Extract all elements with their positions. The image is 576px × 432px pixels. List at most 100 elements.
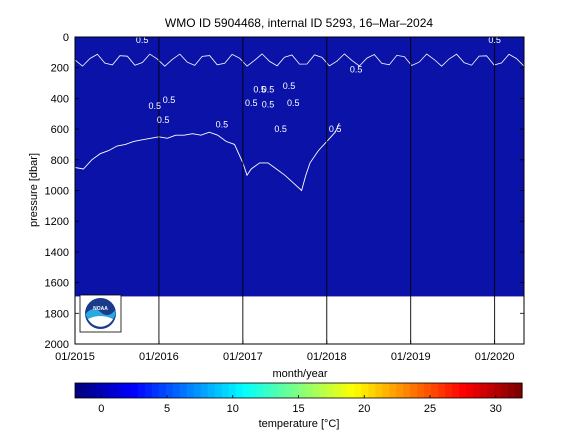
colorbar-label: temperature [°C] — [259, 418, 340, 430]
contour-label: 0.5 — [148, 101, 161, 111]
colorbar-cell — [256, 383, 265, 398]
colorbar-cell — [277, 383, 286, 398]
colorbar-cell — [326, 383, 335, 398]
contour-labels: 0.50.50.50.50.50.50.50.50.50.50.5 0.50.5 0… — [136, 35, 501, 134]
colorbar-cell — [319, 383, 328, 398]
colorbar-cell — [102, 383, 111, 398]
colorbar-cell — [116, 383, 125, 398]
colorbar-tick-label: 10 — [227, 403, 239, 415]
x-axis: 01/2015 01/2016 01/2017 01/2018 01/2019 01/20… — [55, 340, 515, 363]
y-axis: 0 200 400 600 800 1000 1200 1400 1600 1800 2000 — [45, 32, 524, 351]
colorbar-cell — [515, 383, 523, 398]
contour-label: 0.5 — [274, 124, 287, 134]
colorbar-cell — [305, 383, 314, 398]
y-tick-label: 400 — [51, 93, 69, 105]
x-tick-label: 01/2017 — [223, 351, 263, 363]
contour-label: 0.5 — [157, 115, 170, 125]
colorbar-cell — [130, 383, 139, 398]
y-tick-label: 200 — [51, 63, 69, 75]
colorbar-cell — [88, 383, 97, 398]
colorbar-cell — [151, 383, 160, 398]
contour-label: 0.5 — [245, 98, 258, 108]
colorbar-tick-label: 25 — [424, 403, 436, 415]
y-axis-label: pressure [dbar] — [28, 153, 40, 227]
colorbar-gradient — [75, 383, 523, 398]
contour-label: 0.5 — [488, 35, 501, 45]
colorbar-cell — [480, 383, 488, 398]
colorbar-cell — [249, 383, 258, 398]
colorbar-cell — [172, 383, 181, 398]
year-lines — [158, 37, 496, 344]
contour-0.5-upper — [75, 53, 524, 67]
y-tick-label: 800 — [51, 155, 69, 167]
colorbar-cell — [354, 383, 362, 398]
contour-label: 0.5 — [329, 124, 342, 134]
colorbar-tick-label: 0 — [98, 403, 104, 415]
y-tick-label: 0 — [63, 32, 69, 44]
y-tick-label: 600 — [51, 124, 69, 136]
y-tick-label: 1800 — [45, 308, 69, 320]
colorbar-tick-label: 20 — [358, 403, 370, 415]
colorbar-cell — [445, 383, 453, 398]
colorbar-cell — [466, 383, 474, 398]
colorbar-cell — [228, 383, 237, 398]
colorbar-ticks: 0 5 10 15 20 25 30 — [98, 395, 502, 415]
colorbar-cell — [137, 383, 146, 398]
colorbar-cell — [382, 383, 390, 398]
colorbar-cell — [508, 383, 516, 398]
contour-label: 0.5 — [136, 35, 149, 45]
contour-label: 0.5 — [287, 98, 300, 108]
colorbar-cell — [207, 383, 216, 398]
colorbar-cell — [144, 383, 153, 398]
colorbar-cell — [263, 383, 272, 398]
y-tick-label: 1200 — [45, 216, 69, 228]
colorbar-cell — [298, 383, 307, 398]
svg-text:NOAA: NOAA — [93, 306, 108, 312]
colorbar-cell — [221, 383, 230, 398]
colorbar-cell — [410, 383, 418, 398]
colorbar-cell — [214, 383, 223, 398]
colorbar-cell — [179, 383, 188, 398]
x-tick-label: 01/2016 — [139, 351, 179, 363]
y-tick-label: 1400 — [45, 247, 69, 259]
contour-label: 0.5 — [283, 81, 296, 91]
colorbar-cell — [95, 383, 104, 398]
contour-label: 0.5 — [253, 84, 266, 94]
colorbar-cell — [75, 383, 83, 398]
y-tick-label: 2000 — [45, 339, 69, 351]
colorbar-cell — [81, 383, 90, 398]
x-tick-label: 01/2020 — [475, 351, 515, 363]
colorbar-cell — [186, 383, 195, 398]
contour-label: 0.5 — [262, 84, 275, 94]
contour-label: 0.5 — [262, 100, 275, 110]
contour-label: 0.5 — [216, 120, 229, 130]
colorbar-cell — [312, 383, 321, 398]
colorbar-cell — [123, 383, 132, 398]
colorbar-cell — [340, 383, 348, 398]
colorbar-cell — [417, 383, 425, 398]
contour-0.5 — [75, 122, 340, 192]
colorbar-cell — [235, 383, 244, 398]
contour-label: 0.5 — [163, 95, 176, 105]
colorbar-cell — [494, 383, 502, 398]
x-tick-label: 01/2015 — [55, 351, 95, 363]
colorbar-cell — [158, 383, 167, 398]
x-tick-label: 01/2018 — [307, 351, 347, 363]
colorbar-cell — [396, 383, 404, 398]
colorbar-cell — [403, 383, 411, 398]
x-tick-label: 01/2019 — [391, 351, 431, 363]
colorbar-cell — [291, 383, 300, 398]
colorbar-cell — [361, 383, 369, 398]
colorbar-cell — [452, 383, 460, 398]
plot-area: 0.50.50.50.50.50.50.50.50.50.50.5 0.50.5 0… — [74, 35, 525, 345]
colorbar-cell — [270, 383, 279, 398]
temperature-field — [75, 37, 524, 297]
colorbar-cell — [487, 383, 495, 398]
colorbar-tick-label: 5 — [164, 403, 170, 415]
y-tick-label: 1600 — [45, 278, 69, 290]
field-fill — [75, 37, 524, 297]
colorbar-cell — [438, 383, 446, 398]
colorbar-cell — [284, 383, 293, 398]
colorbar-cell — [389, 383, 397, 398]
